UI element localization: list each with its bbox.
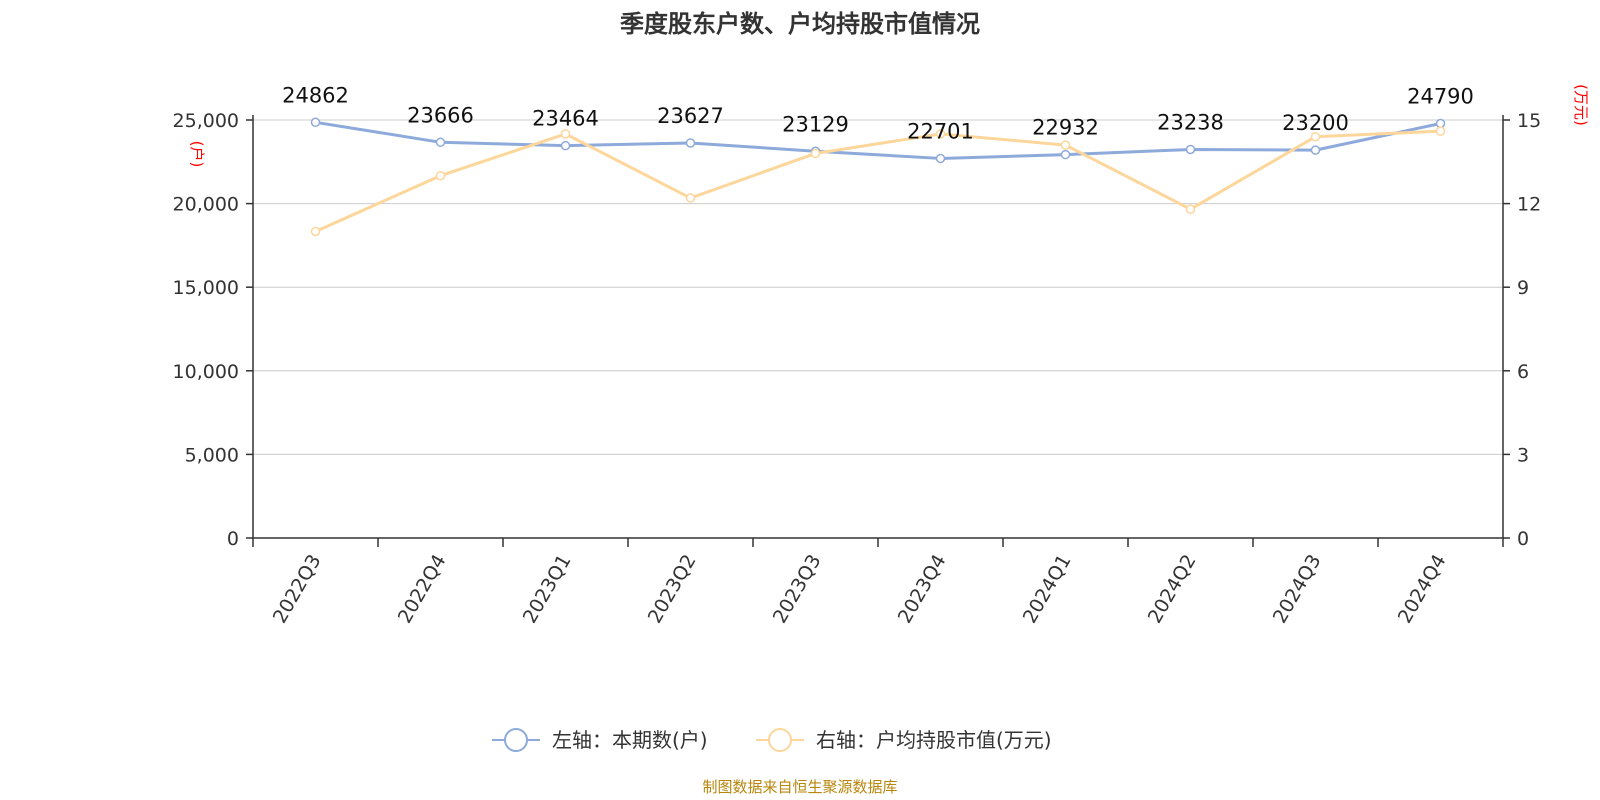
data-point-left — [1185, 144, 1196, 155]
data-label-left: 24790 — [1407, 85, 1474, 109]
data-point-right — [310, 226, 321, 237]
data-label-left: 23627 — [657, 104, 724, 128]
right-axis-tick-label: 12 — [1517, 194, 1541, 216]
legend-label-left-series: 左轴：本期数(户) — [552, 728, 708, 752]
data-label-left: 23200 — [1282, 111, 1349, 135]
data-point-left — [685, 138, 696, 148]
data-label-left: 23666 — [407, 103, 474, 127]
data-point-right — [685, 193, 696, 203]
x-axis-tick-label: 2023Q1 — [519, 551, 576, 627]
right-axis-tick-label: 15 — [1517, 110, 1541, 132]
x-axis-tick-label: 2023Q3 — [769, 551, 826, 627]
x-axis-tick-label: 2023Q2 — [644, 551, 701, 627]
data-point-right — [1435, 126, 1446, 136]
series-lines — [310, 117, 1446, 237]
data-point-right — [1185, 204, 1196, 214]
data-label-left: 23464 — [532, 107, 599, 131]
data-label-left: 23129 — [782, 112, 849, 136]
legend-label-right-series: 右轴：户均持股市值(万元) — [816, 728, 1052, 752]
data-point-right — [810, 148, 821, 159]
series-line-left — [315, 120, 1441, 160]
right-axis-tick-label: 3 — [1517, 444, 1529, 466]
data-label-left: 22932 — [1032, 116, 1099, 140]
left-axis-tick-label: 15,000 — [173, 277, 239, 299]
data-point-left — [1060, 149, 1071, 160]
x-axis-tick-label: 2023Q4 — [894, 551, 951, 627]
legend-marker-right-series — [768, 728, 792, 752]
data-label-left: 24862 — [282, 83, 349, 107]
data-label-left: 23238 — [1157, 110, 1224, 134]
legend-item-right-series[interactable]: 右轴：户均持股市值(万元) — [756, 728, 1052, 752]
chart-title: 季度股东户数、户均持股市值情况 — [620, 10, 980, 38]
data-point-right — [435, 170, 446, 181]
right-axis-unit: (万元) — [1572, 84, 1590, 126]
x-axis-tick-label: 2024Q1 — [1019, 551, 1076, 627]
x-axis-tick-label: 2022Q4 — [394, 551, 451, 627]
left-axis-tick-label: 5,000 — [185, 444, 239, 466]
right-axis-tick-label: 6 — [1517, 361, 1529, 383]
right-axis-tick-label: 0 — [1517, 528, 1529, 550]
legend-marker-left-series — [504, 728, 528, 752]
grid-lines — [253, 119, 1503, 455]
left-axis-tick-label: 0 — [227, 528, 239, 550]
data-point-left — [310, 117, 321, 128]
series-line-right — [314, 129, 1441, 233]
data-label-left: 22701 — [907, 119, 974, 143]
source-note: 制图数据来自恒生聚源数据库 — [702, 778, 897, 796]
data-labels: 24862 23666 23464 23627 23129 22701 22932 23238… — [282, 83, 1474, 143]
data-point-left — [1310, 145, 1321, 155]
right-axis-tick-label: 9 — [1517, 277, 1529, 299]
data-point-left — [560, 140, 571, 151]
left-axis-tick-label: 25,000 — [173, 110, 239, 132]
data-point-right — [1060, 140, 1071, 150]
axes: 0 5,000 10,000 15,000 20,000 25,000 0 3 6 9 12 15 20… — [173, 110, 1542, 627]
data-point-right — [935, 129, 946, 139]
left-axis-tick-label: 20,000 — [173, 194, 239, 216]
left-axis-tick-label: 10,000 — [173, 361, 239, 383]
data-point-right — [1310, 131, 1321, 142]
left-axis-unit: (户) — [188, 141, 206, 168]
data-point-left — [1435, 118, 1446, 129]
data-point-left — [935, 153, 946, 164]
data-point-right — [560, 129, 571, 139]
data-point-left — [435, 137, 446, 148]
x-axis-tick-label: 2024Q2 — [1144, 551, 1201, 627]
x-axis-tick-label: 2022Q3 — [269, 551, 326, 627]
x-axis-tick-label: 2024Q4 — [1394, 551, 1451, 627]
x-axis-tick-label: 2024Q3 — [1269, 551, 1326, 627]
legend[interactable]: 左轴：本期数(户) 右轴：户均持股市值(万元) — [492, 728, 1052, 752]
legend-item-left-series[interactable]: 左轴：本期数(户) — [492, 728, 708, 752]
